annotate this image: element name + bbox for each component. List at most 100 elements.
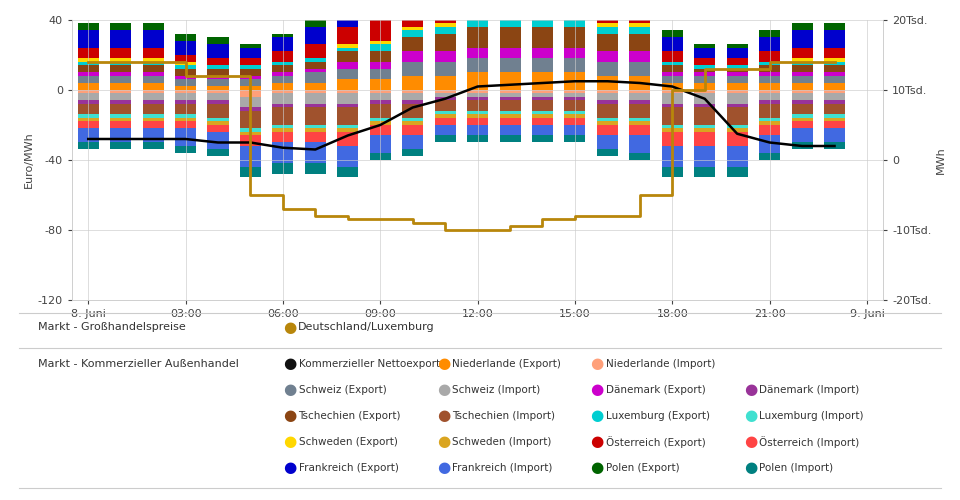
Bar (337, 69, 358, 80)
Bar (207, 150, 228, 156)
Bar (305, 20, 325, 27)
Bar (240, 44, 261, 48)
Bar (499, 125, 520, 136)
Bar (143, 114, 163, 118)
Bar (727, 83, 748, 90)
Bar (435, 52, 456, 62)
Text: ●: ● (283, 382, 297, 398)
Bar (240, 69, 261, 76)
Bar (792, 48, 812, 58)
Bar (597, 52, 618, 62)
Bar (532, 58, 553, 72)
Bar (110, 76, 132, 83)
Bar (110, 122, 132, 128)
Bar (468, 48, 488, 58)
Bar (337, 44, 358, 48)
Bar (661, 128, 683, 132)
Bar (305, 142, 325, 164)
Bar (370, 62, 391, 69)
Bar (337, 52, 358, 62)
Bar (143, 104, 163, 115)
Bar (207, 100, 228, 104)
Bar (110, 83, 132, 90)
Bar (564, 94, 586, 97)
Bar (273, 128, 294, 132)
Bar (694, 90, 715, 94)
Text: ●: ● (437, 382, 450, 398)
Bar (468, 94, 488, 97)
Bar (759, 125, 780, 136)
Bar (727, 167, 748, 177)
Bar (727, 72, 748, 76)
Bar (532, 100, 553, 111)
Bar (499, 118, 520, 125)
Text: Dänemark (Export): Dänemark (Export) (606, 385, 706, 395)
Bar (661, 72, 683, 76)
Bar (759, 62, 780, 66)
Bar (110, 24, 132, 30)
Bar (694, 104, 715, 108)
Bar (143, 24, 163, 30)
Bar (597, 94, 618, 100)
Bar (792, 58, 812, 62)
Bar (337, 94, 358, 104)
Bar (273, 94, 294, 104)
Bar (694, 167, 715, 177)
Text: ●: ● (437, 434, 450, 450)
Bar (727, 90, 748, 94)
Bar (207, 38, 228, 44)
Bar (499, 0, 520, 16)
Bar (110, 100, 132, 104)
Bar (273, 72, 294, 76)
Bar (532, 111, 553, 114)
Bar (273, 108, 294, 125)
Bar (402, 136, 423, 149)
Bar (630, 153, 650, 160)
Text: Schweiz (Import): Schweiz (Import) (452, 385, 540, 395)
Bar (143, 30, 163, 48)
Bar (824, 30, 845, 48)
Bar (468, 27, 488, 48)
Text: ●: ● (283, 460, 297, 475)
Text: Polen (Export): Polen (Export) (606, 463, 680, 473)
Bar (78, 66, 99, 72)
Bar (78, 94, 99, 100)
Bar (370, 44, 391, 52)
Bar (759, 30, 780, 38)
Text: ●: ● (744, 434, 757, 450)
Bar (402, 52, 423, 62)
Bar (597, 24, 618, 27)
Bar (694, 76, 715, 83)
Bar (792, 142, 812, 150)
Bar (110, 58, 132, 62)
Text: ●: ● (283, 320, 297, 335)
Bar (759, 66, 780, 72)
Text: Niederlande (Export): Niederlande (Export) (452, 359, 561, 369)
Bar (824, 76, 845, 83)
Bar (402, 94, 423, 100)
Bar (207, 90, 228, 94)
Bar (792, 24, 812, 30)
Bar (792, 114, 812, 118)
Bar (661, 146, 683, 167)
Bar (143, 142, 163, 150)
Bar (792, 128, 812, 142)
Bar (207, 76, 228, 80)
Bar (337, 108, 358, 125)
Bar (630, 90, 650, 94)
Text: Schweden (Import): Schweden (Import) (452, 437, 552, 447)
Bar (370, 20, 391, 41)
Bar (532, 90, 553, 94)
Bar (240, 80, 261, 86)
Bar (402, 27, 423, 30)
Bar (435, 0, 456, 24)
Bar (694, 83, 715, 90)
Bar (597, 136, 618, 149)
Bar (792, 122, 812, 128)
Bar (759, 52, 780, 62)
Bar (175, 62, 196, 66)
Bar (824, 142, 845, 150)
Bar (273, 66, 294, 72)
Bar (110, 114, 132, 118)
Bar (532, 114, 553, 118)
